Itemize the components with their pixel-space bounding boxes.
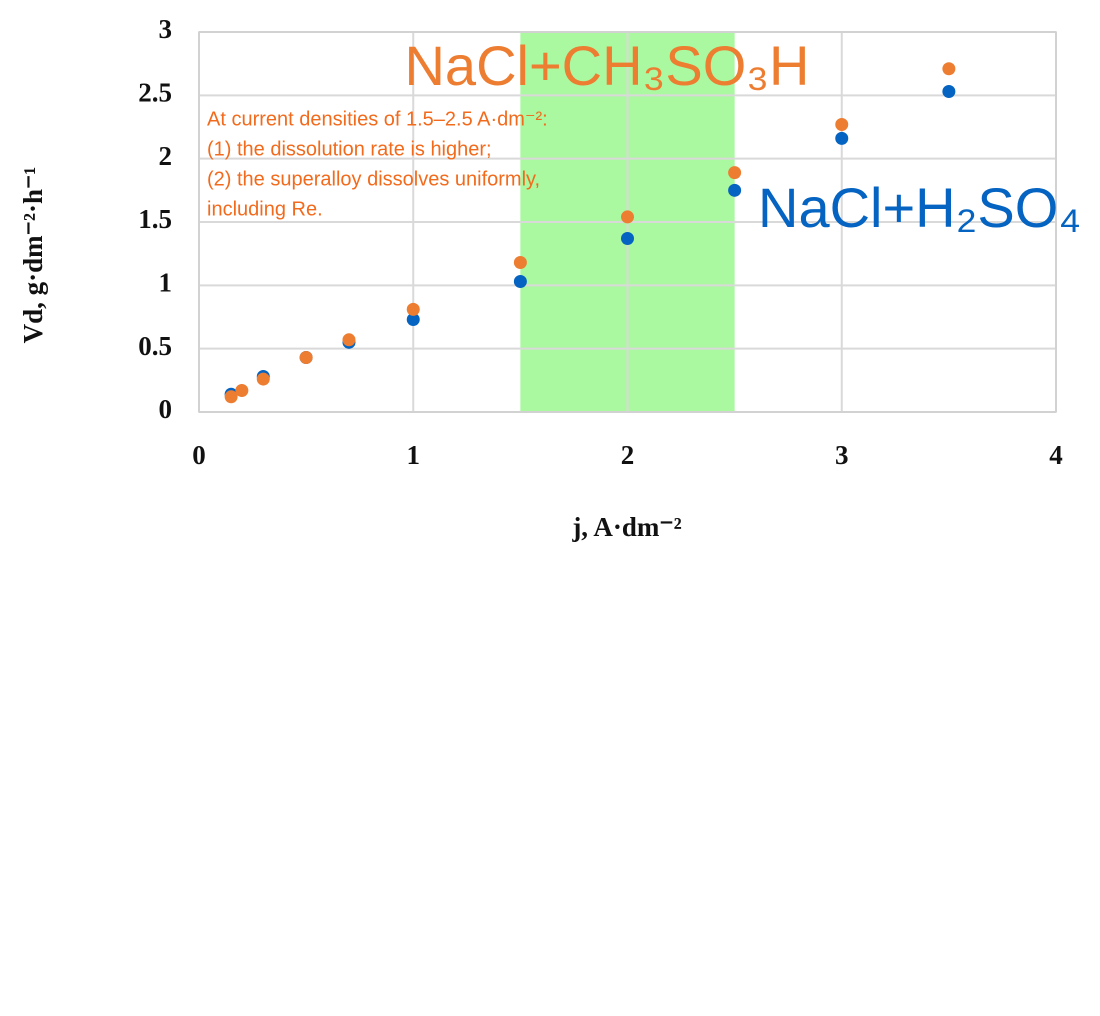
data-point [406,313,420,327]
y-tick-label: 2 [159,141,173,171]
data-point [256,372,270,386]
data-point [235,383,249,397]
data-point [621,210,634,224]
annotation-line: At current densities of 1.5–2.5 A·dm⁻²: [207,108,548,130]
x-tick-label: 4 [1049,440,1063,470]
annotation-line: (2) the superalloy dissolves uniformly, [207,168,540,190]
data-point [621,231,634,245]
data-point [728,183,742,197]
data-point [342,333,356,347]
x-tick-label: 0 [192,440,206,470]
x-axis-label: j, A·dm⁻² [571,512,681,542]
y-tick-label: 3 [159,14,173,44]
data-point [299,351,313,365]
y-tick-label: 0 [159,394,173,424]
y-tick-label: 1 [159,268,173,298]
series-label: NaCl+H₂SO₄ [758,176,1081,239]
x-tick-label: 2 [621,440,635,470]
x-tick-label: 1 [407,440,421,470]
data-point [513,256,527,270]
x-tick-label: 3 [835,440,849,470]
data-point [942,62,956,76]
y-tick-label: 0.5 [138,331,172,361]
y-axis-label: Vd, g·dm⁻²·h⁻¹ [18,167,48,344]
data-point [513,275,527,289]
data-point [835,131,849,145]
data-point [406,302,420,316]
y-tick-label: 2.5 [138,78,172,108]
data-point [224,390,238,404]
data-point [942,85,956,99]
plot-frame [198,31,1057,413]
data-point [835,117,849,131]
y-tick-label: 1.5 [138,204,172,234]
data-point [728,166,742,180]
annotation-line: including Re. [207,198,323,220]
annotation-line: (1) the dissolution rate is higher; [207,138,492,160]
series-label: NaCl+CH₃SO₃H [404,34,809,97]
